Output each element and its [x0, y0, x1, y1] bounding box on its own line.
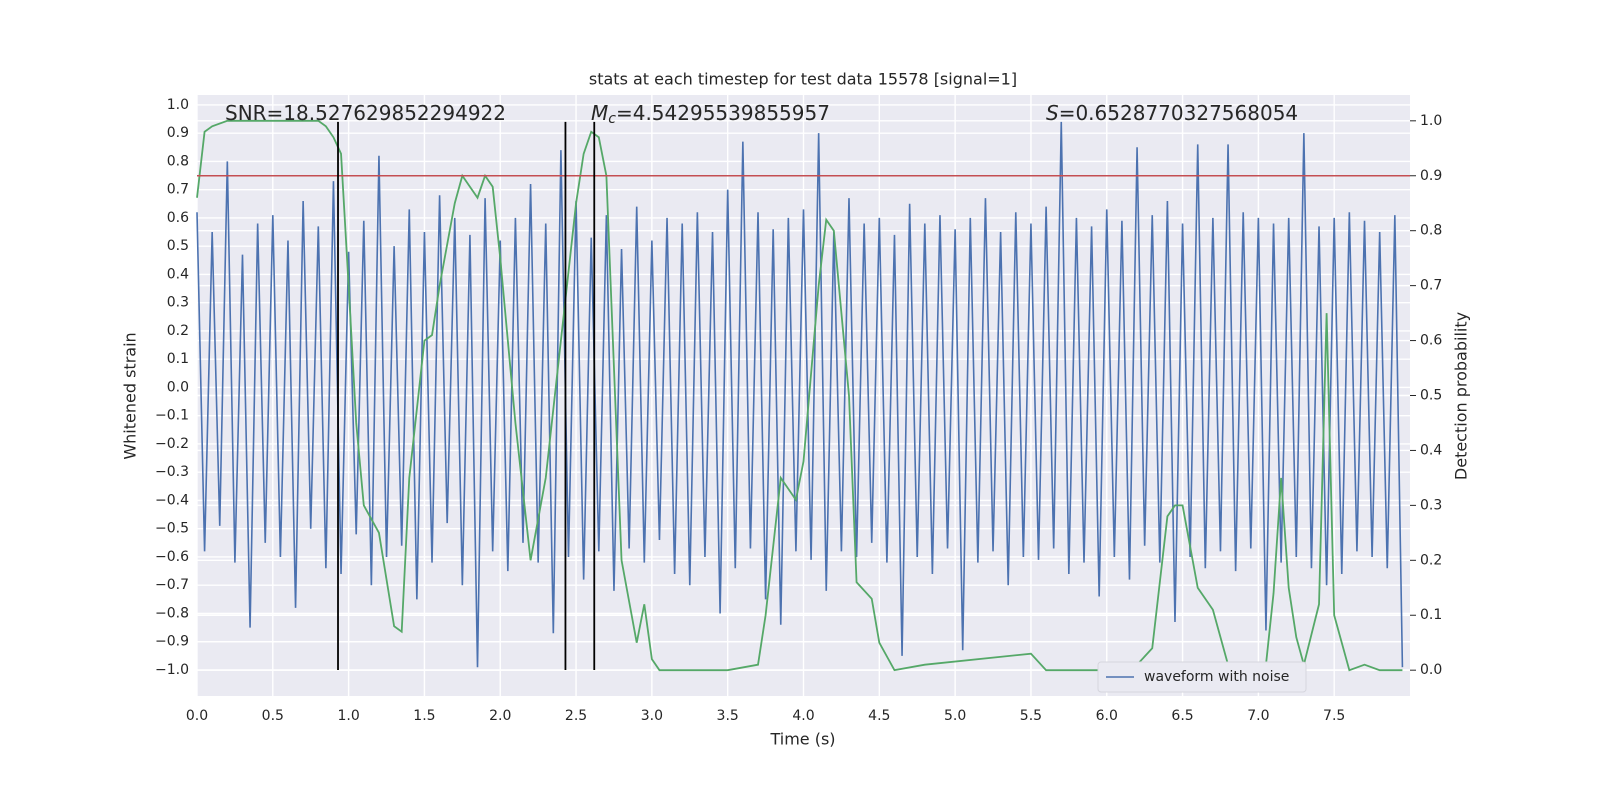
legend: waveform with noise: [1097, 661, 1307, 693]
annotation: SNR=18.527629852294922: [225, 101, 506, 125]
annotation-text: =4.54295539855957: [616, 101, 830, 125]
y-tick-label: −0.1: [155, 408, 189, 424]
y2-tick-label: 0.0: [1420, 662, 1442, 678]
y-tick-label: −0.5: [155, 521, 189, 537]
x-tick-label: 4.0: [792, 708, 814, 724]
series-line: [196, 121, 1404, 668]
y-tick-label: −0.4: [155, 492, 189, 508]
x-tick-label: 6.5: [1171, 708, 1193, 724]
x-tick-label: 1.5: [413, 708, 435, 724]
legend-box: [1097, 661, 1307, 693]
annotation-text: =0.6528770327568054: [1059, 101, 1298, 125]
y-tick-label: 0.0: [167, 379, 189, 395]
x-tick-label: 4.5: [868, 708, 890, 724]
y2-tick-label: 0.2: [1420, 552, 1442, 568]
x-tick-label: 7.0: [1247, 708, 1269, 724]
y-tick-label: −0.2: [155, 436, 189, 452]
y2-tick-label: 1.0: [1420, 113, 1442, 129]
y-tick-label: −0.8: [155, 605, 189, 621]
y-tick-label: −0.6: [155, 549, 189, 565]
y2-tick-label: 0.1: [1420, 607, 1442, 623]
annotation: S=0.6528770327568054: [1046, 101, 1298, 125]
y2-tick-label: 0.8: [1420, 223, 1442, 239]
annotation-symbol: S: [1046, 101, 1059, 125]
x-tick-label: 5.0: [944, 708, 966, 724]
y2-tick-label: 0.6: [1420, 333, 1442, 349]
x-tick-label: 6.0: [1096, 708, 1118, 724]
annotation-text: SNR=18.527629852294922: [225, 101, 506, 125]
y2-tick-label: 0.7: [1420, 278, 1442, 294]
y2-tick-label: 0.4: [1420, 442, 1442, 458]
y-tick-label: 0.8: [167, 153, 189, 169]
annotation-symbol: M: [591, 101, 608, 125]
y-tick-label: 0.7: [167, 182, 189, 198]
x-tick-label: 5.5: [1020, 708, 1042, 724]
y2-tick-label: 0.9: [1420, 168, 1442, 184]
x-tick-label: 2.5: [565, 708, 587, 724]
y-tick-label: 0.1: [167, 351, 189, 367]
y-tick-label: −0.9: [155, 634, 189, 650]
y-tick-label: 0.3: [167, 295, 189, 311]
y-tick-label: 0.6: [167, 210, 189, 226]
y-tick-label: 0.4: [167, 266, 189, 282]
y2-axis-label: Detection probability: [1452, 312, 1471, 480]
annotation: Mc=4.54295539855957: [591, 101, 830, 128]
chart-title: stats at each timestep for test data 155…: [589, 70, 1017, 89]
y2-tick-label: 0.5: [1420, 388, 1442, 404]
y-axis-label: Whitened strain: [121, 332, 140, 459]
y-tick-label: 0.2: [167, 323, 189, 339]
x-tick-label: 0.5: [262, 708, 284, 724]
x-tick-label: 0.0: [186, 708, 208, 724]
y-tick-label: 0.9: [167, 125, 189, 141]
x-tick-label: 2.0: [489, 708, 511, 724]
y-tick-label: −0.7: [155, 577, 189, 593]
x-tick-label: 3.5: [717, 708, 739, 724]
x-tick-label: 1.0: [337, 708, 359, 724]
y-tick-label: −1.0: [155, 662, 189, 678]
x-tick-label: 3.0: [641, 708, 663, 724]
x-axis-label: Time (s): [769, 730, 835, 749]
legend-label: waveform with noise: [1144, 669, 1289, 685]
y-tick-label: −0.3: [155, 464, 189, 480]
y-tick-label: 1.0: [167, 97, 189, 113]
annotation-subscript: c: [608, 111, 616, 127]
x-tick-label: 7.5: [1323, 708, 1345, 724]
y-tick-label: 0.5: [167, 238, 189, 254]
y2-tick-label: 0.3: [1420, 497, 1442, 513]
